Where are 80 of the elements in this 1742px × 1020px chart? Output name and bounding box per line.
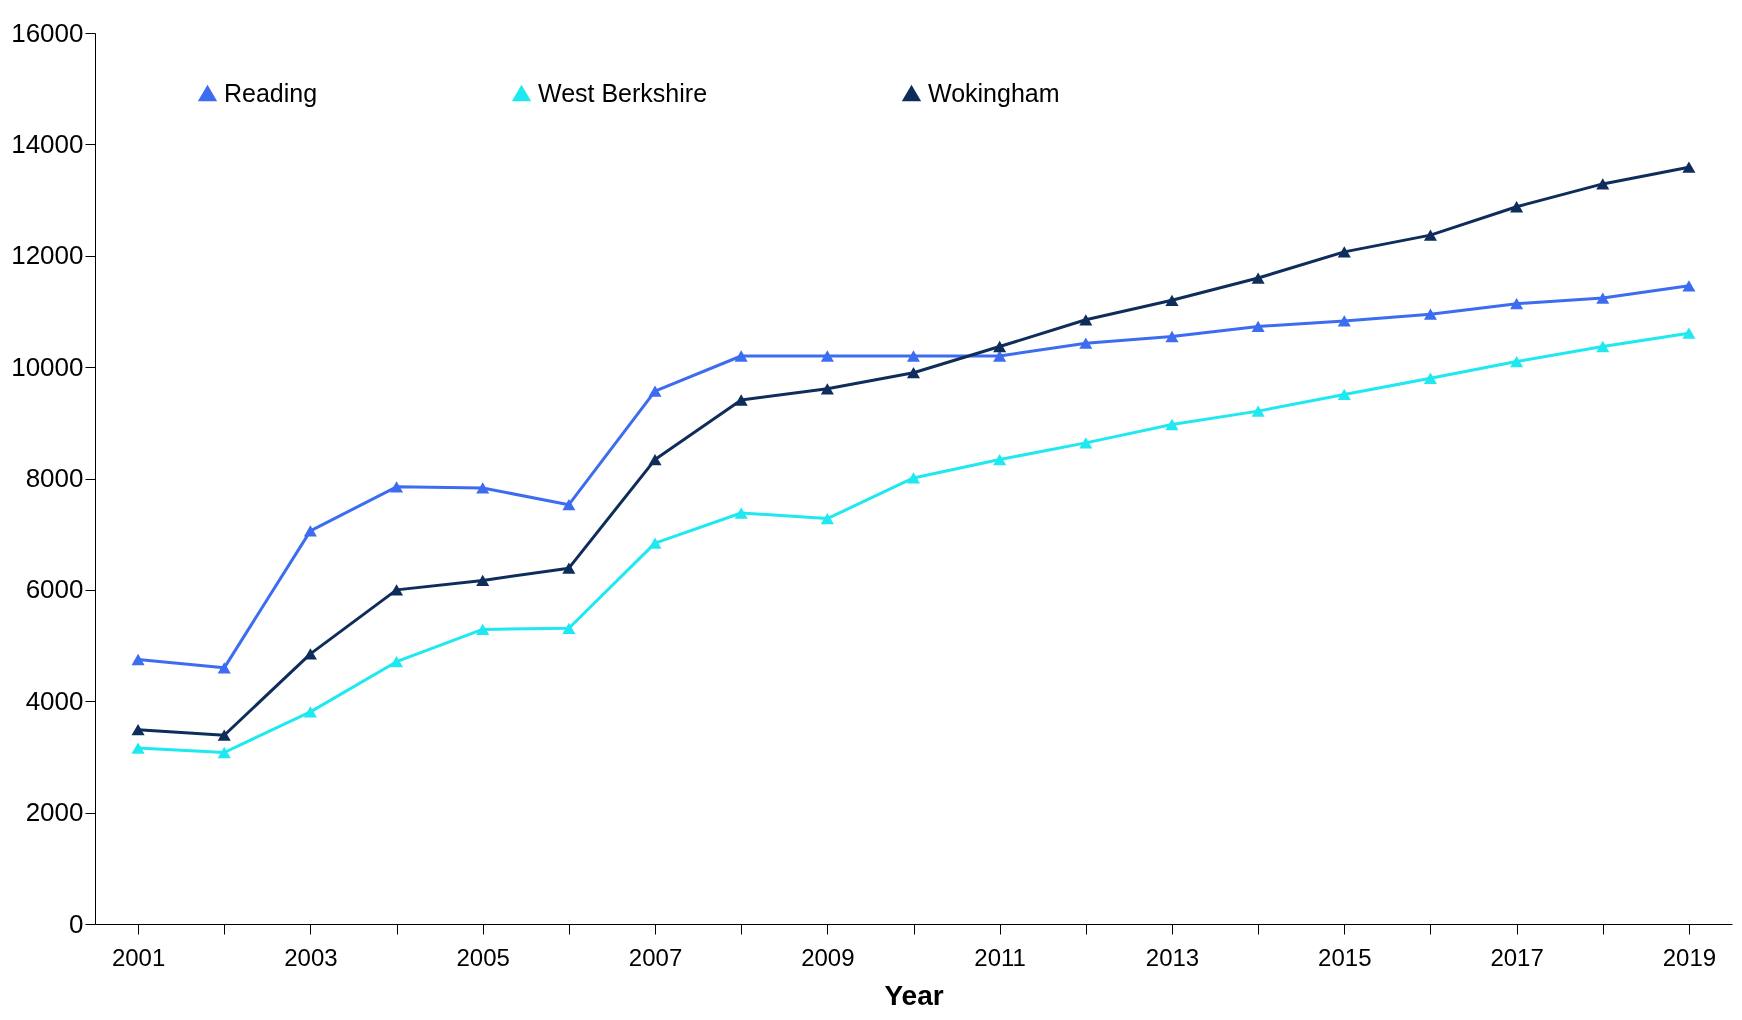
point bbox=[1682, 280, 1696, 292]
legend-label: Wokingham bbox=[928, 78, 1060, 107]
point bbox=[1510, 355, 1524, 368]
point bbox=[1251, 405, 1265, 417]
point bbox=[303, 525, 317, 537]
point bbox=[1079, 337, 1093, 349]
point bbox=[562, 562, 576, 574]
point bbox=[562, 499, 576, 511]
point bbox=[1165, 294, 1179, 306]
point bbox=[217, 729, 231, 741]
point bbox=[217, 662, 231, 674]
y-tick-label: 14000 bbox=[11, 128, 84, 159]
legend-label: West Berkshire bbox=[538, 78, 708, 107]
point bbox=[1682, 327, 1696, 339]
point bbox=[476, 574, 490, 587]
x-tick-label: 2009 bbox=[801, 943, 855, 971]
point bbox=[993, 350, 1007, 362]
point bbox=[1510, 201, 1524, 213]
point bbox=[1165, 418, 1179, 431]
point bbox=[820, 350, 834, 362]
x-tick-label: 2003 bbox=[284, 943, 338, 971]
point bbox=[390, 656, 404, 668]
point bbox=[1510, 298, 1524, 310]
point bbox=[390, 584, 404, 596]
point bbox=[1423, 308, 1437, 320]
y-tick-label: 10000 bbox=[11, 351, 84, 382]
point bbox=[1596, 178, 1610, 190]
point bbox=[131, 653, 145, 666]
point bbox=[1682, 161, 1696, 173]
point bbox=[1251, 272, 1265, 284]
y-tick-label: 4000 bbox=[25, 685, 84, 716]
point bbox=[1337, 246, 1351, 258]
x-tick-label: 2007 bbox=[628, 943, 683, 971]
point bbox=[131, 742, 145, 754]
x-tick-label: 2019 bbox=[1662, 943, 1717, 971]
point bbox=[820, 383, 834, 395]
point bbox=[303, 706, 317, 718]
point bbox=[993, 453, 1007, 466]
point bbox=[906, 472, 921, 484]
x-tick-label: 2005 bbox=[456, 943, 510, 971]
point bbox=[217, 746, 231, 759]
point bbox=[1596, 340, 1610, 353]
point bbox=[820, 512, 834, 525]
y-tick-label: 16000 bbox=[11, 17, 84, 48]
point bbox=[734, 394, 748, 406]
point bbox=[1079, 314, 1093, 326]
point bbox=[1337, 388, 1351, 401]
point bbox=[734, 507, 748, 519]
point bbox=[303, 648, 317, 660]
point bbox=[993, 340, 1007, 353]
point bbox=[476, 623, 490, 636]
point bbox=[1423, 229, 1437, 241]
point bbox=[906, 350, 921, 362]
point bbox=[476, 482, 490, 494]
x-tick-label: 2013 bbox=[1145, 943, 1200, 971]
point bbox=[648, 537, 662, 549]
point bbox=[906, 367, 921, 379]
point bbox=[562, 622, 576, 634]
point bbox=[1165, 330, 1179, 343]
x-axis-title: Year bbox=[884, 979, 944, 1011]
point bbox=[1079, 437, 1093, 449]
y-tick-label: 12000 bbox=[11, 240, 84, 271]
point bbox=[1596, 292, 1610, 304]
point bbox=[1423, 372, 1437, 384]
point bbox=[648, 453, 662, 466]
point bbox=[1337, 315, 1351, 327]
point bbox=[734, 350, 748, 362]
y-tick-label: 8000 bbox=[25, 463, 84, 493]
x-tick-label: 2017 bbox=[1490, 943, 1544, 971]
point bbox=[131, 724, 145, 736]
x-tick-label: 2001 bbox=[111, 943, 166, 971]
legend-label: Reading bbox=[224, 78, 318, 107]
y-tick-label: 2000 bbox=[25, 797, 84, 828]
y-tick-label: 0 bbox=[69, 908, 84, 939]
y-tick-label: 6000 bbox=[25, 574, 84, 605]
point bbox=[648, 385, 662, 397]
x-tick-label: 2015 bbox=[1318, 943, 1372, 971]
point bbox=[390, 481, 404, 493]
x-tick-label: 2011 bbox=[974, 943, 1026, 971]
point bbox=[1251, 320, 1265, 333]
